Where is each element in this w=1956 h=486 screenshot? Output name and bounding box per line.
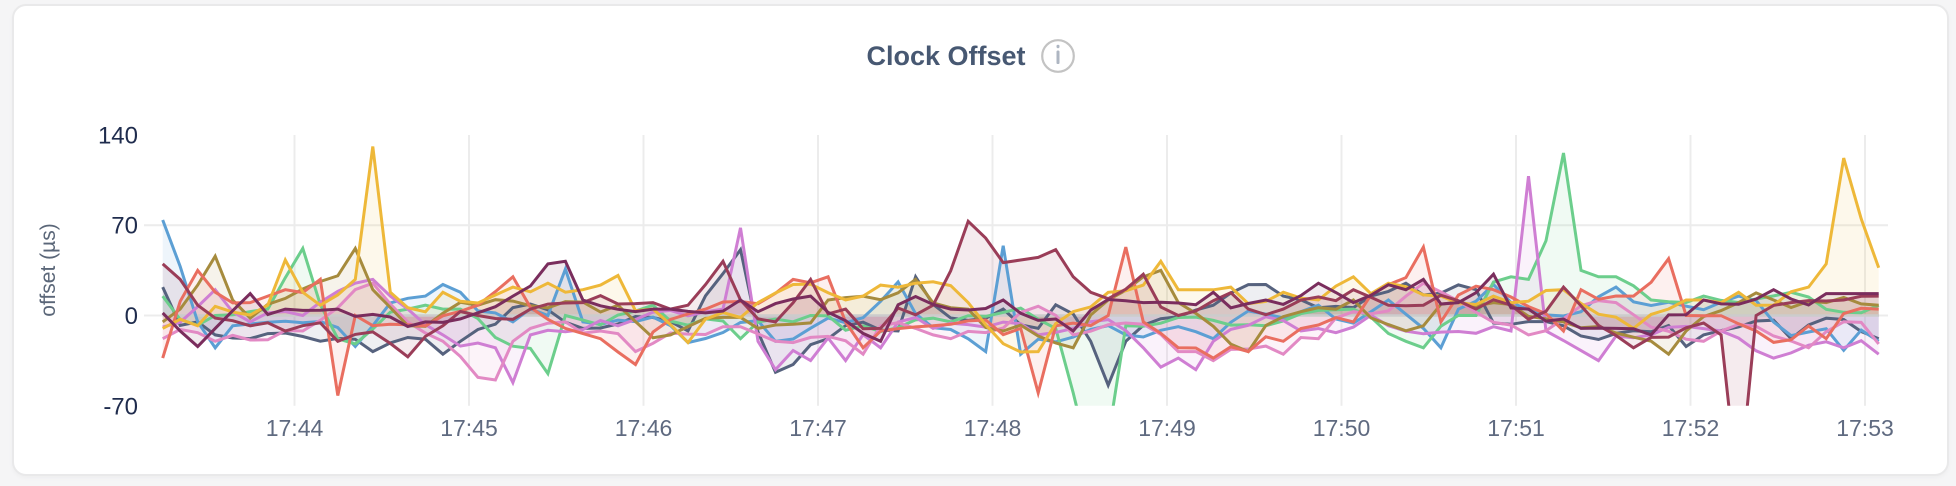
svg-text:-70: -70 <box>103 393 138 420</box>
svg-text:17:47: 17:47 <box>789 415 847 441</box>
svg-text:17:44: 17:44 <box>266 415 324 441</box>
svg-text:70: 70 <box>111 213 138 240</box>
svg-text:offset (µs): offset (µs) <box>37 223 60 316</box>
svg-text:17:45: 17:45 <box>440 415 498 441</box>
svg-text:17:52: 17:52 <box>1662 415 1720 441</box>
svg-text:0: 0 <box>125 303 138 330</box>
svg-text:17:50: 17:50 <box>1313 415 1371 441</box>
svg-text:17:49: 17:49 <box>1138 415 1196 441</box>
svg-text:17:46: 17:46 <box>615 415 673 441</box>
svg-text:140: 140 <box>98 122 138 149</box>
svg-text:17:51: 17:51 <box>1487 415 1545 441</box>
svg-text:17:48: 17:48 <box>964 415 1022 441</box>
svg-text:17:53: 17:53 <box>1836 415 1894 441</box>
svg-text:Clock Offset: Clock Offset <box>866 41 1025 71</box>
